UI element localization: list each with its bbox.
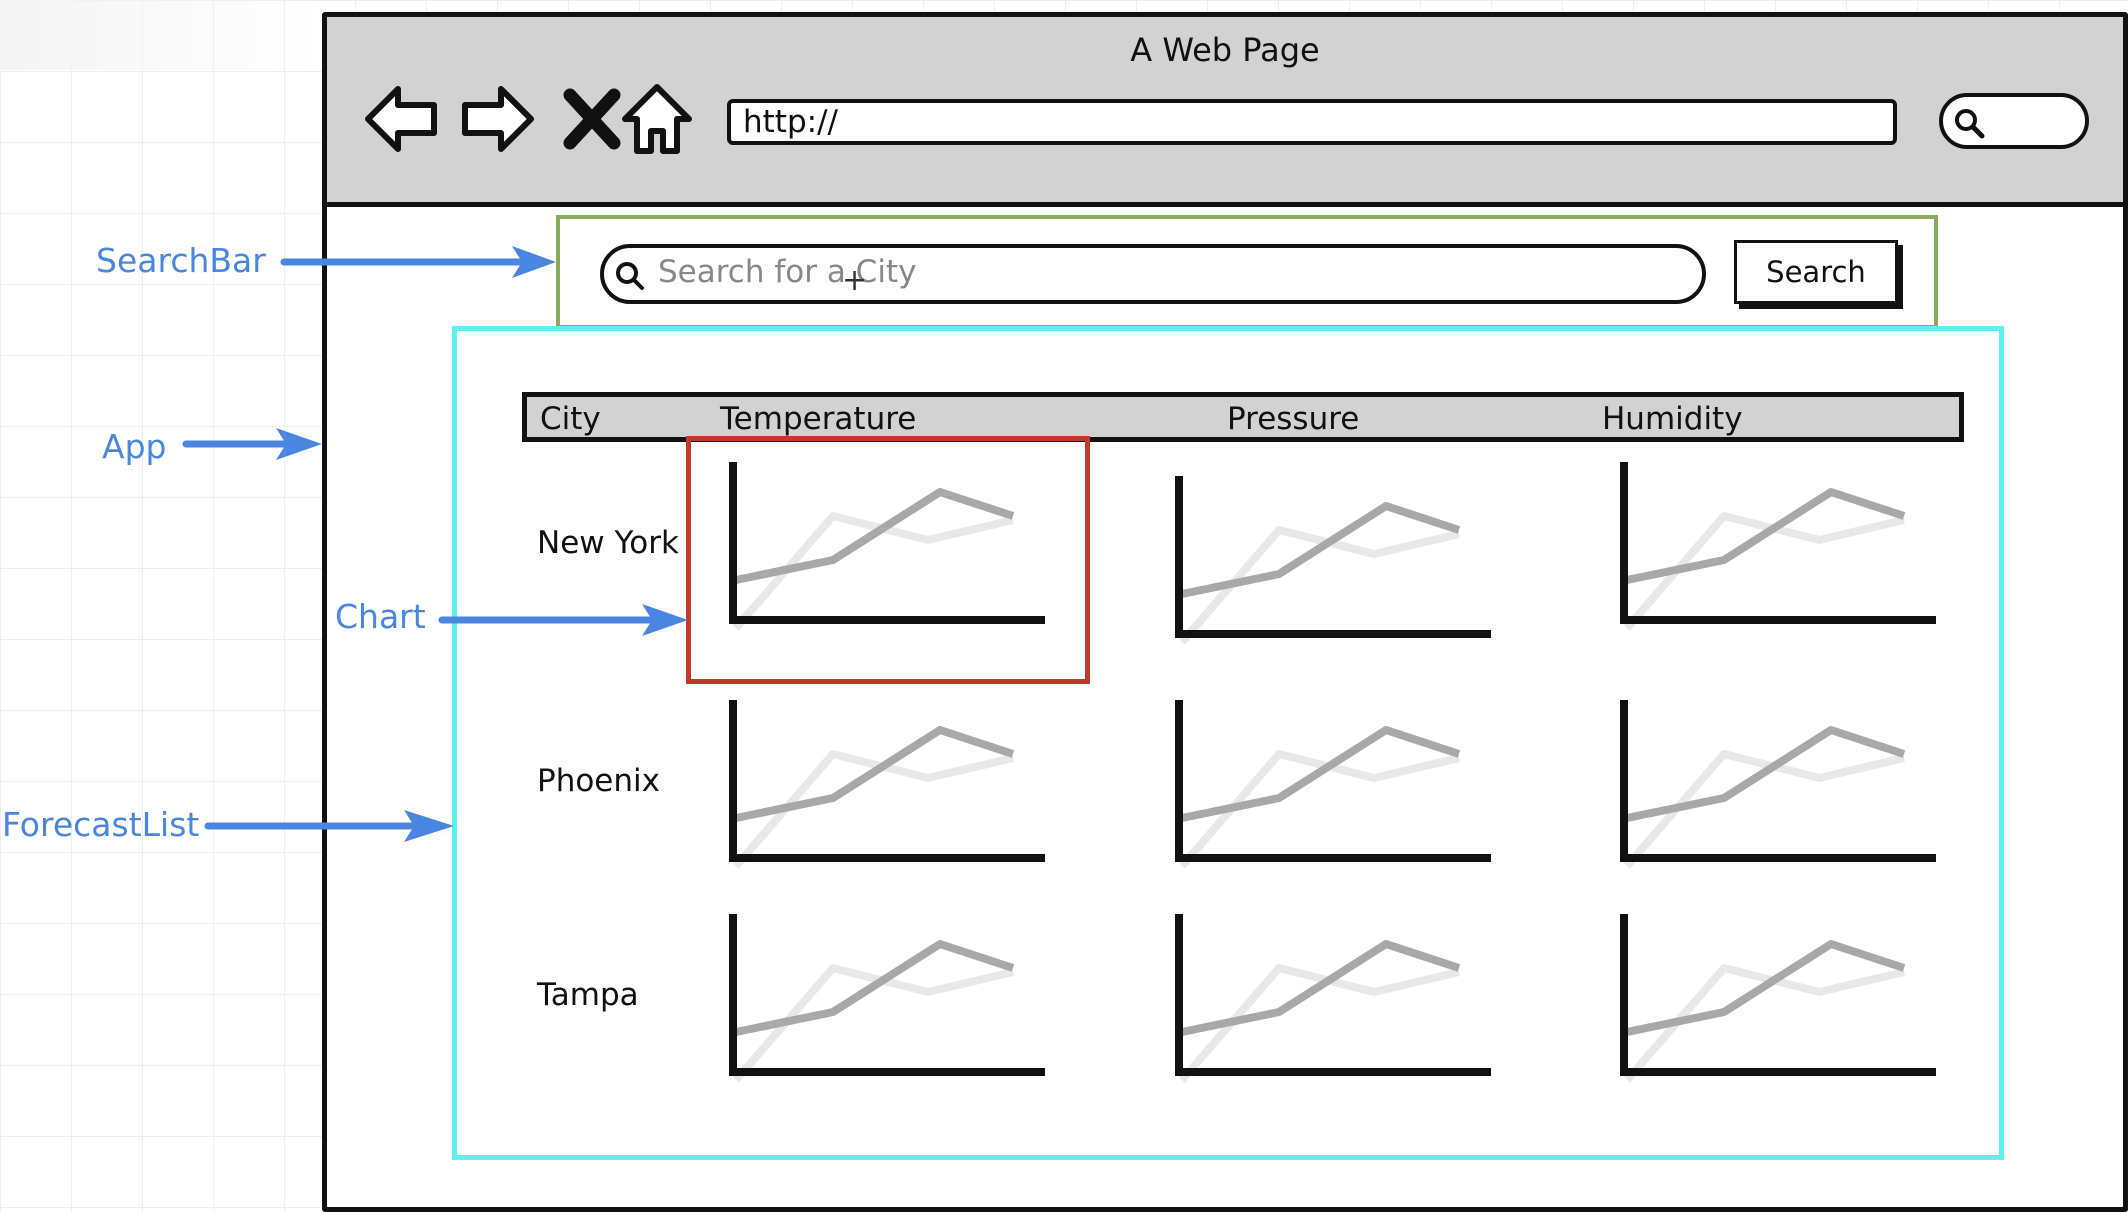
search-icon xyxy=(1955,109,1985,139)
table-header xyxy=(522,392,1964,442)
city-search-input[interactable]: Search for a City + xyxy=(600,244,1706,304)
chart-tampa-pressure xyxy=(1175,914,1491,1083)
annotation-searchbar-arrow xyxy=(280,246,556,278)
browser-chrome: A Web Page http:// xyxy=(327,17,2123,207)
column-header-temperature: Temperature xyxy=(720,401,917,437)
annotation-app-label: App xyxy=(102,427,167,466)
close-x-icon[interactable] xyxy=(552,79,632,159)
search-icon xyxy=(616,262,644,290)
city-name-tampa: Tampa xyxy=(537,977,639,1013)
crosshair-cursor-icon: + xyxy=(842,263,868,298)
column-header-city: City xyxy=(540,401,601,437)
browser-window: A Web Page http:// xyxy=(322,12,2128,1212)
chart-tampa-temperature xyxy=(729,914,1045,1083)
chart-component-outline xyxy=(686,436,1090,684)
annotation-chart-arrow xyxy=(438,604,688,636)
page-title: A Web Page xyxy=(1130,31,1320,69)
browser-search-field[interactable] xyxy=(1939,93,2089,149)
chart-phoenix-humidity xyxy=(1620,700,1936,869)
chart-new-york-humidity xyxy=(1620,462,1936,631)
city-name-phoenix: Phoenix xyxy=(537,763,660,799)
home-icon[interactable] xyxy=(617,79,697,159)
annotation-searchbar-label: SearchBar xyxy=(96,241,266,280)
address-bar[interactable]: http:// xyxy=(727,99,1897,145)
chart-new-york-pressure xyxy=(1175,476,1491,645)
column-header-pressure: Pressure xyxy=(1227,401,1360,437)
canvas-fade xyxy=(0,0,320,70)
column-header-humidity: Humidity xyxy=(1602,401,1743,437)
search-placeholder: Search for a City xyxy=(658,254,917,290)
search-button[interactable]: Search xyxy=(1734,240,1898,304)
app-component-outline xyxy=(452,326,2004,1160)
chart-phoenix-temperature xyxy=(729,700,1045,869)
annotation-app-arrow xyxy=(182,428,322,460)
chart-phoenix-pressure xyxy=(1175,700,1491,869)
back-arrow-icon[interactable] xyxy=(362,79,442,159)
city-name-new-york: New York xyxy=(537,525,679,561)
annotation-forecastlist-label: ForecastList xyxy=(2,805,200,844)
chart-tampa-humidity xyxy=(1620,914,1936,1083)
annotation-chart-label: Chart xyxy=(335,597,426,636)
annotation-forecastlist-arrow xyxy=(204,810,454,842)
forward-arrow-icon[interactable] xyxy=(457,79,537,159)
chart-new-york-temperature xyxy=(729,462,1045,631)
